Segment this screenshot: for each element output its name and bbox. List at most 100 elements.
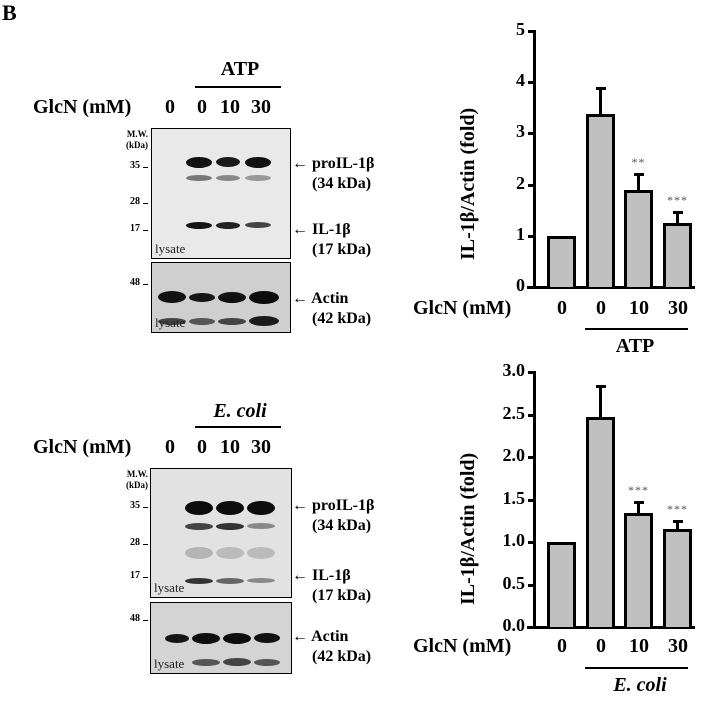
arrow-left-icon: ← — [292, 221, 308, 238]
x-tick-label: 0 — [557, 635, 567, 657]
band-label-proil1b: ← proIL-1β (34 kDa) — [292, 497, 375, 534]
significance-marker: *** — [628, 483, 649, 498]
y-tick — [528, 498, 534, 502]
error-bar — [637, 501, 640, 514]
error-cap — [633, 501, 644, 505]
x-tick-label: 10 — [629, 297, 649, 319]
bar — [663, 223, 692, 287]
bar — [663, 529, 692, 627]
y-tick-label: 2 — [516, 172, 525, 193]
mw-marker: 28 — [130, 537, 140, 548]
significance-marker: ** — [631, 155, 646, 170]
mw-marker: 17 — [130, 570, 140, 581]
mw-tick — [143, 203, 148, 204]
arrow-left-icon: ← — [292, 497, 308, 514]
bar — [586, 113, 615, 287]
blot-il1b-ecoli: lysate — [150, 468, 292, 598]
panel-label: B — [2, 0, 17, 25]
lane-label: 0 — [165, 436, 175, 458]
y-tick — [528, 286, 534, 289]
blot-il1b-atp: lysate — [151, 128, 291, 259]
treatment-bracket — [195, 86, 281, 88]
y-axis — [533, 30, 536, 289]
treatment-label: E. coli — [613, 674, 667, 696]
y-tick-label: 2.5 — [502, 402, 526, 423]
error-cap — [672, 519, 683, 523]
error-bar — [676, 519, 679, 530]
lane-label: 10 — [220, 436, 240, 458]
y-tick — [528, 456, 534, 459]
lysate-label: lysate — [154, 580, 185, 595]
y-tick-label: 0 — [516, 275, 525, 295]
x-tick-label: 30 — [668, 297, 688, 319]
x-tick-label: 10 — [629, 635, 649, 657]
y-tick — [528, 541, 534, 544]
lysate-label: lysate — [154, 656, 185, 671]
y-tick-label: 1.0 — [502, 530, 526, 550]
y-tick-label: 3.0 — [502, 360, 526, 380]
error-bar — [676, 211, 679, 223]
y-tick — [528, 81, 534, 85]
glcn-label: GlcN (mM) — [33, 436, 132, 458]
lysate-label: lysate — [155, 241, 186, 256]
bar — [547, 235, 576, 287]
significance-marker: *** — [667, 193, 688, 208]
treatment-bracket — [585, 328, 688, 330]
y-tick — [528, 234, 534, 238]
y-tick-label: 4 — [516, 70, 525, 91]
arrow-left-icon: ← — [292, 567, 308, 584]
x-tick-label: 0 — [557, 297, 567, 319]
error-bar — [599, 384, 602, 418]
band-label-proil1b: ← proIL-1β (34 kDa) — [292, 155, 375, 192]
mw-tick — [143, 620, 148, 621]
mw-tick — [143, 507, 148, 508]
y-tick-label: 0.5 — [502, 572, 526, 593]
lane-label: 0 — [165, 96, 175, 118]
y-tick-label: 3 — [516, 121, 525, 142]
mw-marker: 48 — [130, 613, 140, 624]
treatment-bracket — [585, 667, 688, 669]
lane-label: 10 — [220, 96, 240, 118]
band-label-il1b: ← IL-1β (17 kDa) — [292, 567, 372, 604]
mw-header: M.W. (kDa) — [126, 469, 148, 490]
lane-label: 0 — [197, 436, 207, 458]
error-cap — [633, 173, 644, 177]
blot-actin-atp: lysate — [151, 262, 291, 333]
mw-tick — [143, 284, 148, 285]
glcn-label: GlcN (mM) — [413, 297, 512, 319]
y-tick — [528, 413, 534, 417]
treatment-label: E. coli — [213, 400, 267, 422]
y-tick — [528, 583, 534, 587]
bar — [547, 542, 576, 627]
lane-label: 0 — [197, 96, 207, 118]
lane-label: 30 — [251, 96, 271, 118]
y-tick-label: 1 — [516, 223, 525, 244]
band-label-actin: ← Actin (42 kDa) — [292, 290, 372, 327]
band-label-actin: ← Actin (42 kDa) — [292, 628, 372, 665]
y-tick — [528, 626, 534, 629]
mw-marker: 28 — [130, 196, 140, 207]
y-tick-label: 5 — [516, 19, 525, 39]
error-bar — [637, 173, 640, 191]
significance-marker: *** — [667, 501, 688, 516]
mw-header: M.W. (kDa) — [126, 129, 148, 150]
blot-atp: ATP GlcN (mM) 0 0 10 30 M.W. (kDa) 35 28… — [0, 0, 410, 350]
mw-marker: 35 — [130, 160, 140, 171]
mw-tick — [143, 577, 148, 578]
treatment-bracket — [195, 426, 281, 428]
treatment-label: ATP — [220, 58, 260, 80]
mw-marker: 48 — [130, 277, 140, 288]
y-tick-label: 0.0 — [502, 615, 526, 635]
x-axis — [527, 286, 695, 289]
y-axis-label: IL-1β/Actin (fold) — [457, 107, 479, 260]
error-cap — [672, 211, 683, 215]
bar — [624, 513, 653, 627]
treatment-label: ATP — [615, 335, 655, 357]
y-tick — [528, 371, 534, 374]
y-axis — [533, 371, 536, 629]
lane-label: 30 — [251, 436, 271, 458]
y-tick — [528, 132, 534, 136]
glcn-label: GlcN (mM) — [413, 635, 512, 657]
band-label-il1b: ← IL-1β (17 kDa) — [292, 221, 372, 258]
x-tick-label: 0 — [596, 635, 606, 657]
